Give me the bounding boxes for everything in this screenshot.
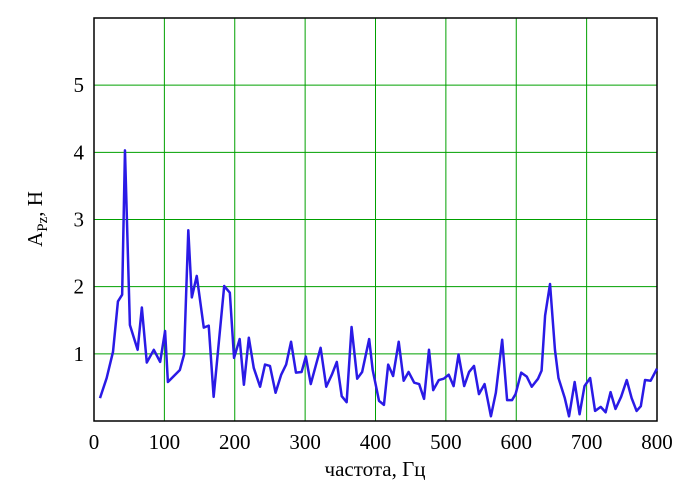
y-tick-label: 3 (74, 208, 85, 232)
x-axis-label: частота, Гц (325, 457, 426, 481)
data-line (98, 149, 659, 418)
y-tick-label: 1 (74, 342, 85, 366)
x-tick-label: 600 (501, 430, 533, 454)
y-tick-label: 5 (74, 73, 85, 97)
y-label-unit: , Н (23, 191, 47, 217)
x-tick-label: 300 (289, 430, 321, 454)
y-axis-label: APz, Н (23, 191, 51, 247)
plot-frame (93, 17, 658, 422)
x-tick-label: 100 (149, 430, 181, 454)
y-label-main: A (23, 231, 47, 247)
y-tick-label: 2 (74, 275, 85, 299)
y-tick-label: 4 (74, 140, 85, 164)
x-tick-label: 800 (641, 430, 673, 454)
x-tick-label: 700 (571, 430, 603, 454)
x-tick-label: 200 (219, 430, 251, 454)
y-label-sub: Pz (35, 216, 51, 231)
x-tick-label: 400 (360, 430, 392, 454)
x-tick-label: 0 (89, 430, 100, 454)
x-tick-label: 500 (430, 430, 462, 454)
